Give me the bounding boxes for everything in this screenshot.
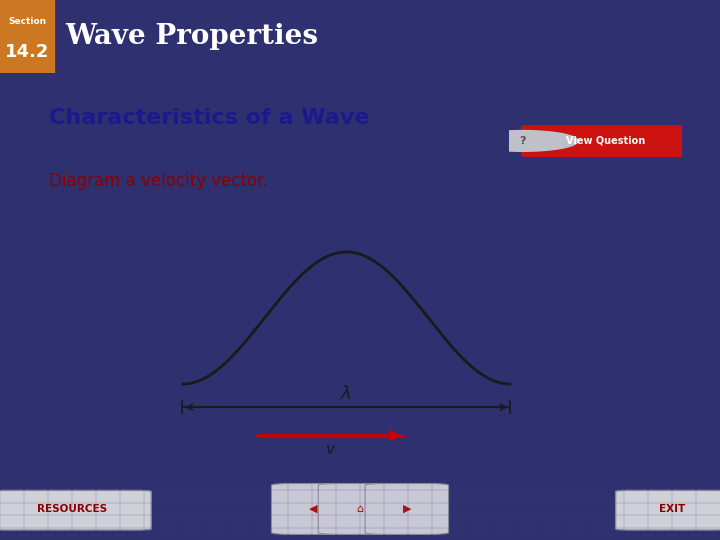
FancyBboxPatch shape: [271, 483, 355, 535]
FancyBboxPatch shape: [318, 483, 402, 535]
Circle shape: [467, 131, 578, 151]
Text: Wave Properties: Wave Properties: [65, 23, 318, 50]
Text: ?: ?: [519, 136, 526, 146]
Text: Diagram a velocity vector.: Diagram a velocity vector.: [49, 172, 267, 190]
Text: Characteristics of a Wave: Characteristics of a Wave: [49, 107, 369, 128]
Text: RESOURCES: RESOURCES: [37, 504, 107, 514]
Text: λ: λ: [341, 385, 352, 403]
FancyBboxPatch shape: [0, 490, 151, 530]
Text: EXIT: EXIT: [659, 504, 685, 514]
Bar: [0, 0, 54, 73]
Text: v: v: [325, 442, 335, 457]
Text: 14.2: 14.2: [5, 44, 49, 62]
FancyBboxPatch shape: [616, 490, 720, 530]
Text: View Question: View Question: [566, 136, 645, 146]
Text: ⌂: ⌂: [356, 504, 364, 514]
Text: ▶: ▶: [402, 504, 411, 514]
Text: Section: Section: [8, 17, 46, 26]
FancyBboxPatch shape: [521, 125, 687, 157]
FancyBboxPatch shape: [365, 483, 449, 535]
Text: ◀: ◀: [309, 504, 318, 514]
